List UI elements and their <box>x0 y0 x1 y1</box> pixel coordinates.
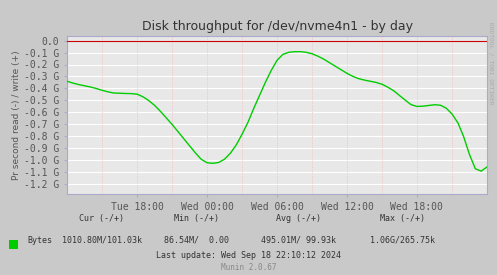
Text: 495.01M/ 99.93k: 495.01M/ 99.93k <box>261 236 335 244</box>
Text: RRDTOOL / TOBI OETIKER: RRDTOOL / TOBI OETIKER <box>488 22 493 104</box>
Text: Last update: Wed Sep 18 22:10:12 2024: Last update: Wed Sep 18 22:10:12 2024 <box>156 251 341 260</box>
Y-axis label: Pr second read (-) / write (+): Pr second read (-) / write (+) <box>12 50 21 180</box>
Text: Bytes: Bytes <box>27 236 52 244</box>
Text: Avg (-/+): Avg (-/+) <box>276 214 321 223</box>
Text: 86.54M/  0.00: 86.54M/ 0.00 <box>164 236 229 244</box>
Text: 1.06G/265.75k: 1.06G/265.75k <box>370 236 435 244</box>
Text: Min (-/+): Min (-/+) <box>174 214 219 223</box>
Text: Munin 2.0.67: Munin 2.0.67 <box>221 263 276 272</box>
Text: Max (-/+): Max (-/+) <box>380 214 425 223</box>
Text: 1010.80M/101.03k: 1010.80M/101.03k <box>62 236 142 244</box>
Text: Cur (-/+): Cur (-/+) <box>80 214 124 223</box>
Title: Disk throughput for /dev/nvme4n1 - by day: Disk throughput for /dev/nvme4n1 - by da… <box>142 20 413 33</box>
